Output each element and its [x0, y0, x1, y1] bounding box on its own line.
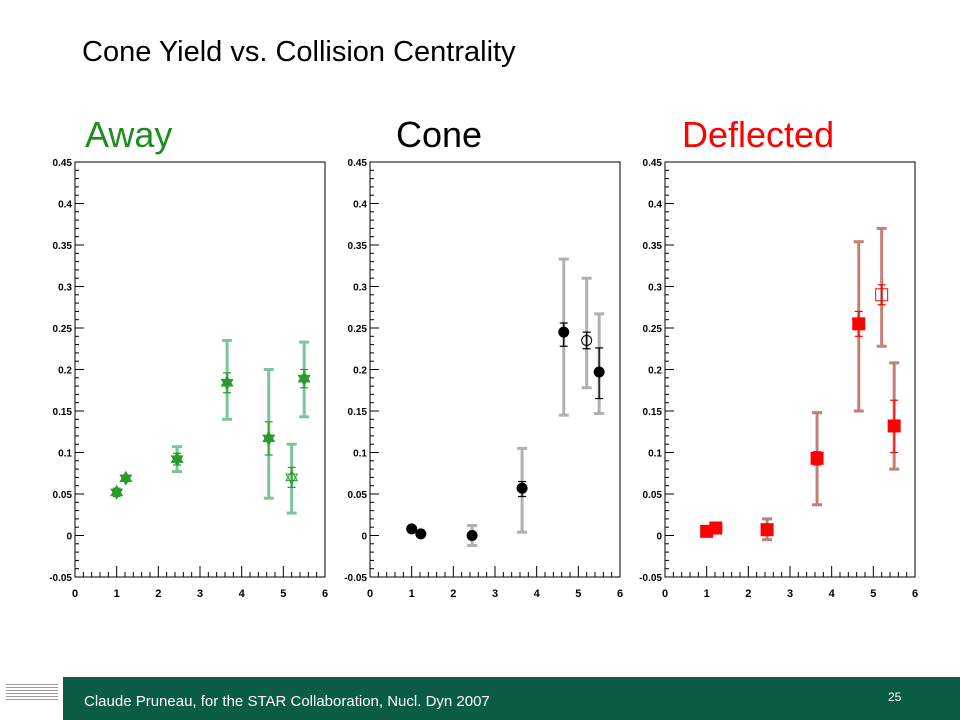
- y-tick-label: 0.15: [53, 407, 73, 418]
- data-point-star: [297, 371, 311, 387]
- y-tick-label: 0.25: [643, 324, 663, 335]
- cone-plot-frame: [369, 161, 621, 578]
- x-tick-label: 4: [534, 588, 541, 600]
- x-tick-label: 0: [72, 588, 78, 600]
- data-point-circle: [581, 334, 593, 346]
- data-point-circle: [516, 482, 528, 494]
- data-point-circle: [466, 530, 478, 541]
- y-tick-label: 0.2: [353, 366, 367, 377]
- x-tick-label: 3: [492, 588, 498, 600]
- data-point-star: [170, 451, 184, 467]
- x-tick-label: 5: [870, 588, 876, 600]
- y-tick-label: 0.4: [58, 200, 72, 211]
- x-tick-label: 5: [575, 588, 581, 600]
- y-tick-label: 0.35: [643, 241, 663, 252]
- x-tick-label: 2: [155, 588, 161, 600]
- y-tick-label: 0.35: [53, 241, 73, 252]
- away-panel-title: Away: [85, 114, 173, 155]
- y-tick-label: 0.1: [58, 449, 72, 460]
- y-tick-label: -0.05: [49, 573, 72, 584]
- x-tick-label: 3: [197, 588, 203, 600]
- data-point-star: [262, 430, 276, 446]
- data-point-square: [887, 419, 901, 433]
- x-tick-label: 6: [322, 588, 328, 600]
- y-tick-label: 0: [656, 532, 662, 543]
- data-point-square: [709, 521, 723, 535]
- y-tick-label: 0.15: [348, 407, 368, 418]
- data-point-square: [875, 288, 889, 302]
- y-tick-label: 0.45: [348, 158, 368, 169]
- y-tick-label: 0.1: [648, 449, 662, 460]
- y-tick-label: 0: [66, 532, 72, 543]
- y-tick-label: 0.25: [348, 324, 368, 335]
- x-tick-label: 6: [617, 588, 623, 600]
- x-tick-label: 4: [239, 588, 246, 600]
- logo-mark: [6, 684, 58, 706]
- y-tick-label: -0.05: [639, 573, 662, 584]
- y-tick-label: 0.45: [643, 158, 663, 169]
- y-tick-label: 0.1: [353, 449, 367, 460]
- data-point-square: [852, 317, 866, 331]
- y-tick-label: 0.3: [353, 283, 367, 294]
- y-tick-label: 0: [361, 532, 367, 543]
- x-tick-label: 4: [829, 588, 836, 600]
- away-plot-frame: [74, 161, 326, 578]
- data-point-star: [220, 375, 234, 391]
- y-tick-label: 0.4: [353, 200, 367, 211]
- x-tick-label: 5: [280, 588, 286, 600]
- y-tick-label: 0.3: [58, 283, 72, 294]
- x-tick-label: 2: [745, 588, 751, 600]
- data-point-star: [110, 484, 124, 500]
- y-tick-label: 0.05: [53, 490, 73, 501]
- footer-citation: Claude Pruneau, for the STAR Collaborati…: [84, 693, 490, 710]
- y-tick-label: 0.2: [648, 366, 662, 377]
- slide-number: 25: [888, 690, 902, 704]
- cone-panel-title: Cone: [396, 114, 483, 155]
- x-tick-label: 0: [367, 588, 373, 600]
- footer-bar: Claude Pruneau, for the STAR Collaborati…: [63, 677, 960, 720]
- data-point-circle: [593, 366, 605, 378]
- y-tick-label: 0.05: [643, 490, 663, 501]
- y-tick-label: 0.3: [648, 283, 662, 294]
- y-tick-label: 0.2: [58, 366, 72, 377]
- data-point-circle: [558, 326, 570, 338]
- y-tick-label: -0.05: [344, 573, 367, 584]
- y-tick-label: 0.25: [53, 324, 73, 335]
- y-tick-label: 0.4: [648, 200, 662, 211]
- data-point-circle: [406, 523, 418, 535]
- data-point-star: [119, 470, 133, 486]
- x-tick-label: 0: [662, 588, 668, 600]
- x-tick-label: 1: [704, 588, 710, 600]
- x-tick-label: 6: [912, 588, 918, 600]
- deflected-panel-title: Deflected: [682, 114, 835, 155]
- x-tick-label: 3: [787, 588, 793, 600]
- y-tick-label: 0.35: [348, 241, 368, 252]
- slide-title: Cone Yield vs. Collision Centrality: [82, 36, 516, 68]
- data-point-star: [285, 469, 299, 485]
- x-tick-label: 1: [114, 588, 120, 600]
- y-tick-label: 0.05: [348, 490, 368, 501]
- data-point-circle: [415, 528, 427, 540]
- data-point-square: [760, 523, 774, 537]
- y-tick-label: 0.45: [53, 158, 73, 169]
- x-tick-label: 1: [409, 588, 415, 600]
- data-point-square: [810, 451, 824, 465]
- y-tick-label: 0.15: [643, 407, 663, 418]
- deflected-plot-frame: [664, 161, 916, 578]
- x-tick-label: 2: [450, 588, 456, 600]
